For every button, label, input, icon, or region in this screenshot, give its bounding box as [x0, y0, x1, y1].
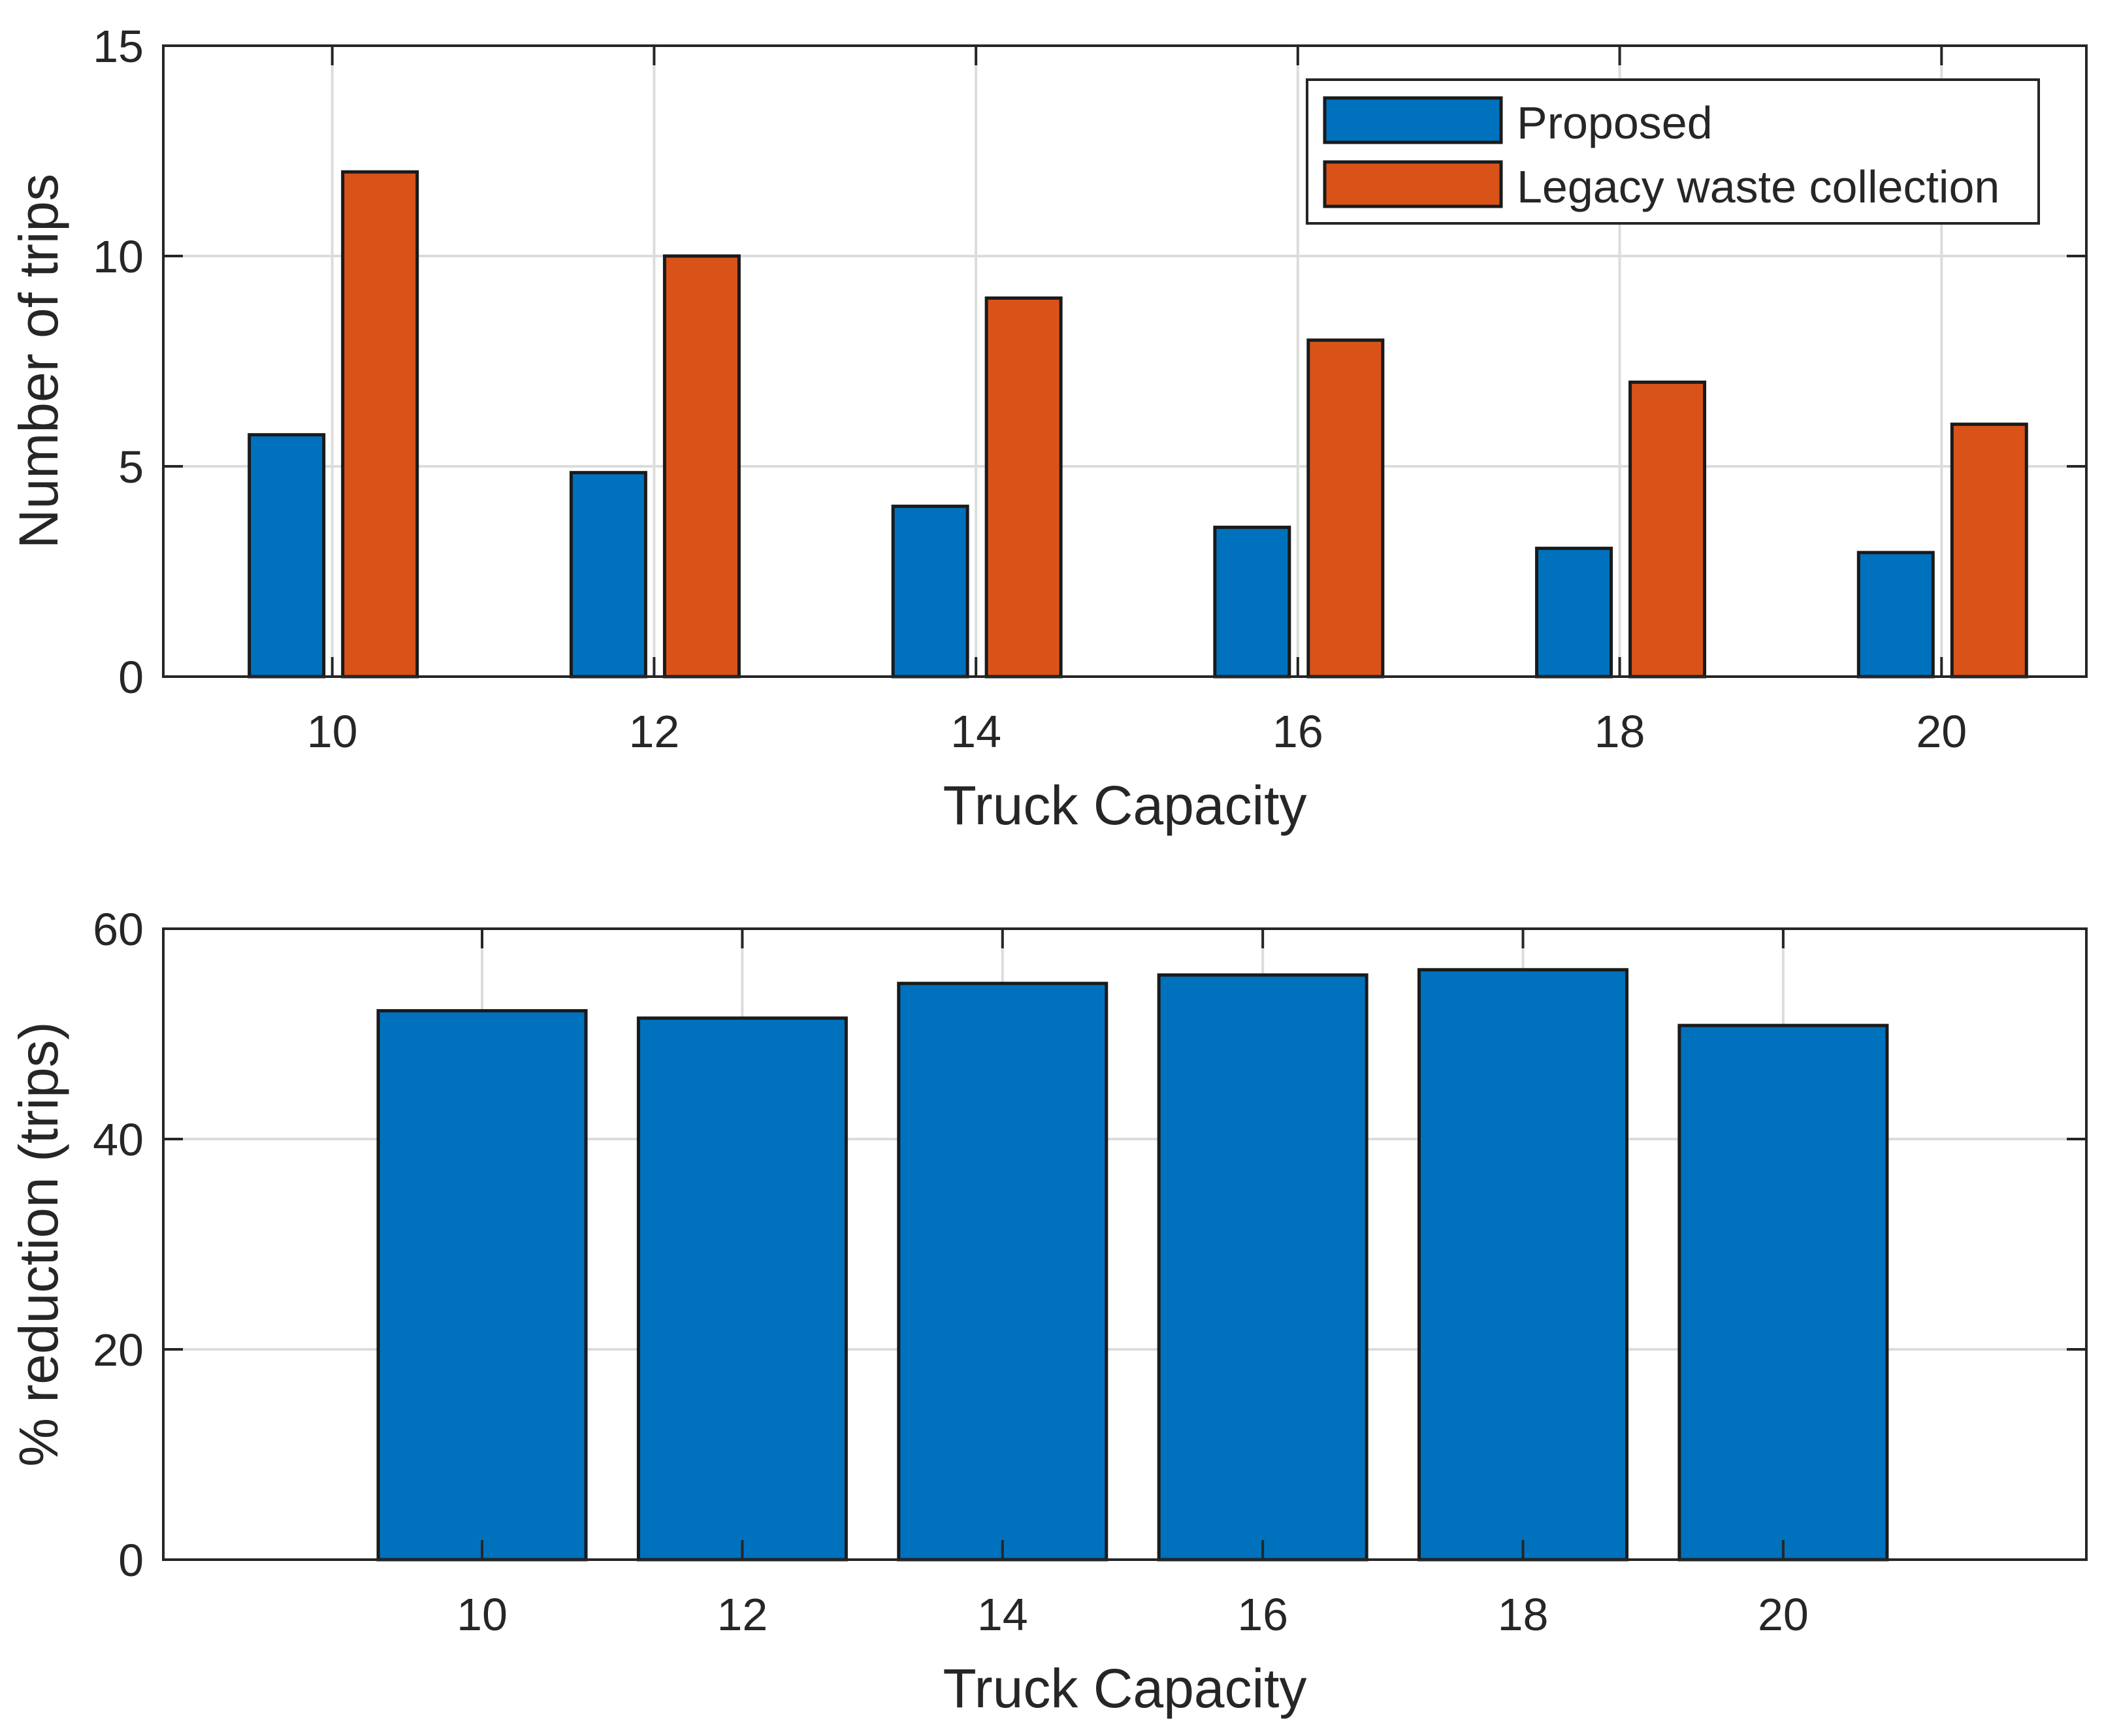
bar-18 [1417, 968, 1629, 1562]
top-axes-box [162, 44, 2088, 678]
x-tick-label: 10 [457, 1589, 508, 1640]
bar-series-0-20 [1856, 551, 1935, 679]
bar-series-0-10 [248, 433, 326, 679]
legend-label-proposed: Proposed [1517, 97, 1713, 148]
x-tick-label: 14 [977, 1589, 1028, 1640]
x-tick-label: 18 [1498, 1589, 1549, 1640]
bottom-axes-box [162, 927, 2088, 1561]
top-y-tick-labels: 0 5 10 15 [93, 21, 144, 703]
y-tick-label: 20 [93, 1325, 144, 1375]
bottom-ticks [163, 927, 2086, 1561]
bar-16 [1157, 973, 1368, 1562]
legend: Proposed Legacy waste collection [1306, 78, 2040, 225]
top-x-tick-labels: 10 12 14 16 18 20 [307, 706, 1967, 757]
bar-series-1-14 [984, 296, 1063, 679]
bar-20 [1677, 1023, 1889, 1562]
x-tick-label: 12 [717, 1589, 768, 1640]
y-tick-label: 5 [118, 442, 144, 492]
bar-series-0-14 [891, 504, 969, 679]
bar-series-0-16 [1213, 525, 1291, 679]
x-tick-label: 16 [1272, 706, 1323, 757]
bottom-x-tick-labels: 10 12 14 16 18 20 [457, 1589, 1809, 1640]
bottom-bars [376, 968, 1889, 1562]
y-tick-label: 15 [93, 21, 144, 72]
bar-series-1-16 [1306, 338, 1385, 679]
x-tick-label: 20 [1916, 706, 1967, 757]
top-y-axis-title: Number of trips [8, 174, 69, 549]
x-tick-label: 16 [1237, 1589, 1288, 1640]
top-bars [248, 170, 2028, 679]
bar-series-0-12 [569, 471, 647, 679]
x-tick-label: 12 [628, 706, 679, 757]
x-tick-label: 18 [1594, 706, 1645, 757]
trips-bar-chart: 10 12 14 16 18 20 0 5 10 15 Truck Capacity Numbe… [8, 21, 2088, 836]
x-tick-label: 14 [950, 706, 1001, 757]
y-tick-label: 60 [93, 904, 144, 955]
legend-swatch-proposed [1323, 96, 1503, 144]
y-tick-label: 40 [93, 1114, 144, 1165]
top-x-axis-title: Truck Capacity [943, 775, 1306, 836]
bar-series-1-12 [662, 254, 741, 679]
bar-series-1-10 [341, 170, 419, 679]
y-tick-label: 0 [118, 1535, 144, 1586]
bar-series-1-18 [1628, 380, 1707, 679]
bottom-x-axis-title: Truck Capacity [943, 1658, 1306, 1719]
legend-swatch-legacy [1323, 160, 1503, 208]
bottom-y-axis-title: % reduction (trips) [8, 1021, 69, 1467]
legend-label-legacy: Legacy waste collection [1517, 161, 1999, 212]
y-tick-label: 10 [93, 231, 144, 282]
bar-series-1-20 [1950, 423, 2028, 679]
x-tick-label: 20 [1758, 1589, 1809, 1640]
bottom-y-tick-labels: 0 20 40 60 [93, 904, 144, 1586]
bar-10 [376, 1009, 588, 1562]
bar-12 [636, 1016, 848, 1562]
bar-series-0-18 [1535, 547, 1613, 679]
reduction-bar-chart: 10 12 14 16 18 20 0 20 40 60 Truck Capacity % re… [8, 904, 2088, 1719]
top-ticks [163, 44, 2086, 678]
x-tick-label: 10 [307, 706, 358, 757]
bar-14 [897, 982, 1109, 1562]
y-tick-label: 0 [118, 652, 144, 703]
